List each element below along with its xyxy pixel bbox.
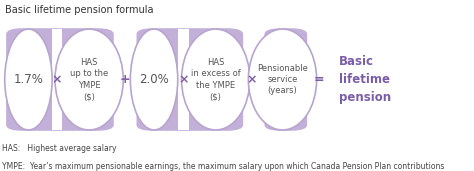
Text: =: = [313, 73, 324, 86]
Text: Basic
lifetime
pension: Basic lifetime pension [339, 55, 391, 104]
Text: HAS
up to the
YMPE
($): HAS up to the YMPE ($) [70, 58, 108, 101]
Text: ×: × [246, 73, 256, 86]
Ellipse shape [248, 29, 317, 130]
Text: Pensionable
service
(years): Pensionable service (years) [257, 64, 308, 95]
Ellipse shape [5, 29, 52, 130]
Text: HAS
in excess of
the YMPE
($): HAS in excess of the YMPE ($) [191, 58, 240, 101]
Text: ×: × [178, 73, 189, 86]
Text: Basic lifetime pension formula: Basic lifetime pension formula [5, 5, 153, 15]
FancyBboxPatch shape [52, 29, 62, 130]
Ellipse shape [130, 29, 178, 130]
FancyBboxPatch shape [6, 28, 114, 131]
Text: ×: × [52, 73, 62, 86]
FancyBboxPatch shape [137, 28, 243, 131]
FancyBboxPatch shape [178, 29, 189, 130]
Text: YMPE:  Year’s maximum pensionable earnings, the maximum salary upon which Canada: YMPE: Year’s maximum pensionable earning… [2, 162, 445, 171]
Text: 2.0%: 2.0% [139, 73, 169, 86]
Text: +: + [120, 73, 130, 86]
Text: HAS:   Highest average salary: HAS: Highest average salary [2, 144, 117, 154]
Ellipse shape [55, 29, 123, 130]
Text: 1.7%: 1.7% [13, 73, 44, 86]
FancyBboxPatch shape [264, 28, 307, 131]
Ellipse shape [182, 29, 250, 130]
